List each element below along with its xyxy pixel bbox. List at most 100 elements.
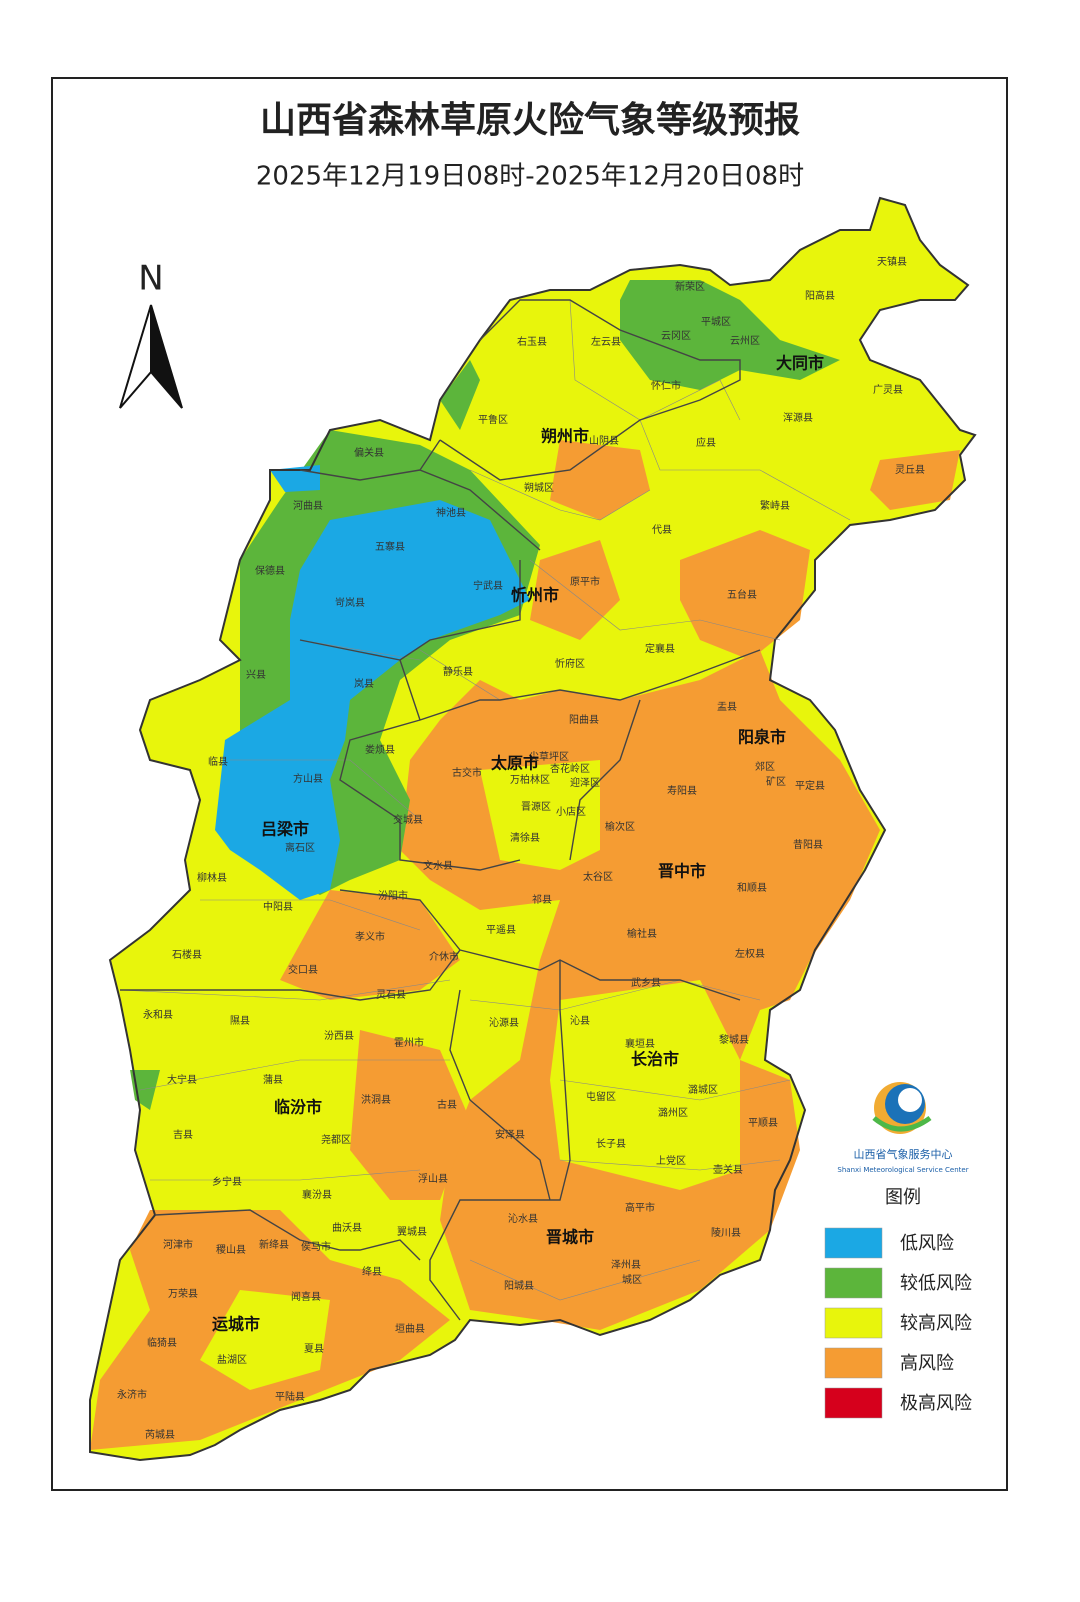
county-label: 沁源县 [489, 1016, 519, 1029]
county-label: 岢岚县 [335, 597, 365, 609]
county-label: 孝义市 [355, 930, 385, 943]
county-label: 临县 [208, 755, 228, 768]
county-label: 新荣区 [675, 280, 705, 293]
county-label: 离石区 [285, 841, 315, 854]
city-label: 临汾市 [274, 1098, 322, 1117]
province-outline [89, 196, 977, 1462]
county-label: 方山县 [293, 772, 323, 785]
county-label: 高平市 [625, 1201, 655, 1214]
county-label: 垣曲县 [395, 1323, 425, 1335]
county-label: 定襄县 [645, 642, 675, 655]
legend-swatch [824, 1387, 883, 1419]
county-label: 汾阳市 [378, 889, 408, 902]
county-label: 杏花岭区 [550, 762, 590, 775]
county-label: 夏县 [304, 1343, 324, 1355]
county-label: 云冈区 [661, 330, 691, 342]
county-label: 阳高县 [805, 289, 835, 302]
county-label: 左权县 [735, 947, 765, 960]
legend-swatch [824, 1347, 883, 1379]
county-label: 安泽县 [495, 1128, 525, 1141]
legend-title: 图例 [885, 1187, 921, 1208]
legend-label: 较低风险 [900, 1273, 972, 1294]
county-label: 宁武县 [473, 579, 503, 592]
county-label: 交城县 [393, 813, 423, 826]
county-label: 尖草坪区 [529, 750, 569, 763]
county-label: 交口县 [288, 963, 318, 976]
county-label: 汾西县 [324, 1030, 354, 1042]
county-label: 蒲县 [263, 1073, 283, 1086]
risk-area [440, 360, 480, 430]
county-label: 浮山县 [418, 1173, 448, 1185]
county-label: 侯马市 [301, 1240, 331, 1253]
county-label: 浑源县 [783, 411, 813, 424]
county-label: 静乐县 [443, 665, 473, 678]
city-label: 大同市 [776, 354, 824, 373]
county-label: 古县 [437, 1098, 457, 1111]
county-label: 昔阳县 [793, 839, 823, 851]
county-label: 榆次区 [605, 820, 635, 833]
county-label: 阳曲县 [569, 714, 599, 726]
county-label: 河津市 [163, 1238, 193, 1251]
county-label: 潞州区 [658, 1106, 688, 1119]
county-label: 新绛县 [259, 1238, 289, 1251]
county-label: 偏关县 [354, 446, 384, 459]
county-label: 保德县 [255, 564, 285, 577]
county-label: 广灵县 [873, 384, 903, 396]
county-label: 原平市 [570, 575, 600, 588]
county-label: 清徐县 [510, 831, 540, 844]
county-label: 稷山县 [216, 1244, 246, 1256]
county-label: 平定县 [795, 779, 825, 792]
county-label: 武乡县 [631, 976, 661, 989]
risk-area [880, 198, 920, 260]
county-label: 芮城县 [145, 1428, 175, 1441]
county-label: 隰县 [230, 1015, 250, 1027]
county-label: 翼城县 [397, 1226, 427, 1238]
county-label: 右玉县 [517, 335, 547, 348]
county-label: 壶关县 [713, 1163, 743, 1176]
county-label: 山阴县 [589, 435, 619, 447]
county-label: 陵川县 [711, 1227, 741, 1239]
city-label: 太原市 [490, 754, 539, 773]
north-arrow [119, 304, 183, 409]
county-label: 上党区 [656, 1154, 686, 1167]
city-label: 长治市 [631, 1050, 679, 1069]
county-label: 尧都区 [321, 1133, 351, 1146]
risk-area [530, 540, 620, 640]
county-label: 平遥县 [486, 923, 516, 936]
county-label: 石楼县 [172, 948, 202, 961]
logo-english: Shanxi Meteorological Service Center [837, 1166, 968, 1174]
county-label: 洪洞县 [361, 1094, 391, 1106]
county-label: 繁峙县 [760, 499, 790, 512]
county-label: 兴县 [246, 669, 266, 681]
county-label: 小店区 [556, 805, 586, 818]
county-label: 万荣县 [168, 1288, 198, 1300]
legend-label: 极高风险 [900, 1393, 972, 1414]
county-label: 泽州县 [611, 1259, 641, 1271]
county-label: 乡宁县 [212, 1175, 242, 1188]
risk-area [680, 530, 810, 660]
legend-swatch [824, 1227, 883, 1259]
county-label: 天镇县 [877, 255, 907, 268]
county-label: 盐湖区 [217, 1353, 247, 1366]
county-label: 平鲁区 [478, 413, 508, 426]
county-label: 怀仁市 [651, 379, 681, 392]
city-label: 吕梁市 [261, 820, 309, 839]
legend-swatch [824, 1267, 883, 1299]
county-label: 曲沃县 [332, 1222, 362, 1234]
county-label: 五台县 [727, 588, 757, 601]
county-label: 大宁县 [167, 1073, 197, 1086]
boundaries [119, 299, 851, 1321]
county-label: 闻喜县 [291, 1290, 321, 1303]
subtitle: 2025年12月19日08时-2025年12月20日08时 [256, 162, 804, 192]
county-label: 盂县 [717, 701, 737, 713]
county-label: 神池县 [436, 506, 466, 519]
county-label: 屯留区 [586, 1090, 616, 1103]
risk-area [350, 1030, 470, 1200]
county-label: 阳城县 [504, 1280, 534, 1292]
county-label: 太谷区 [583, 870, 613, 883]
city-label: 晋中市 [658, 862, 706, 881]
county-label: 榆社县 [627, 927, 657, 940]
risk-area [620, 280, 840, 390]
logo-name: 山西省气象服务中心 [854, 1147, 953, 1161]
